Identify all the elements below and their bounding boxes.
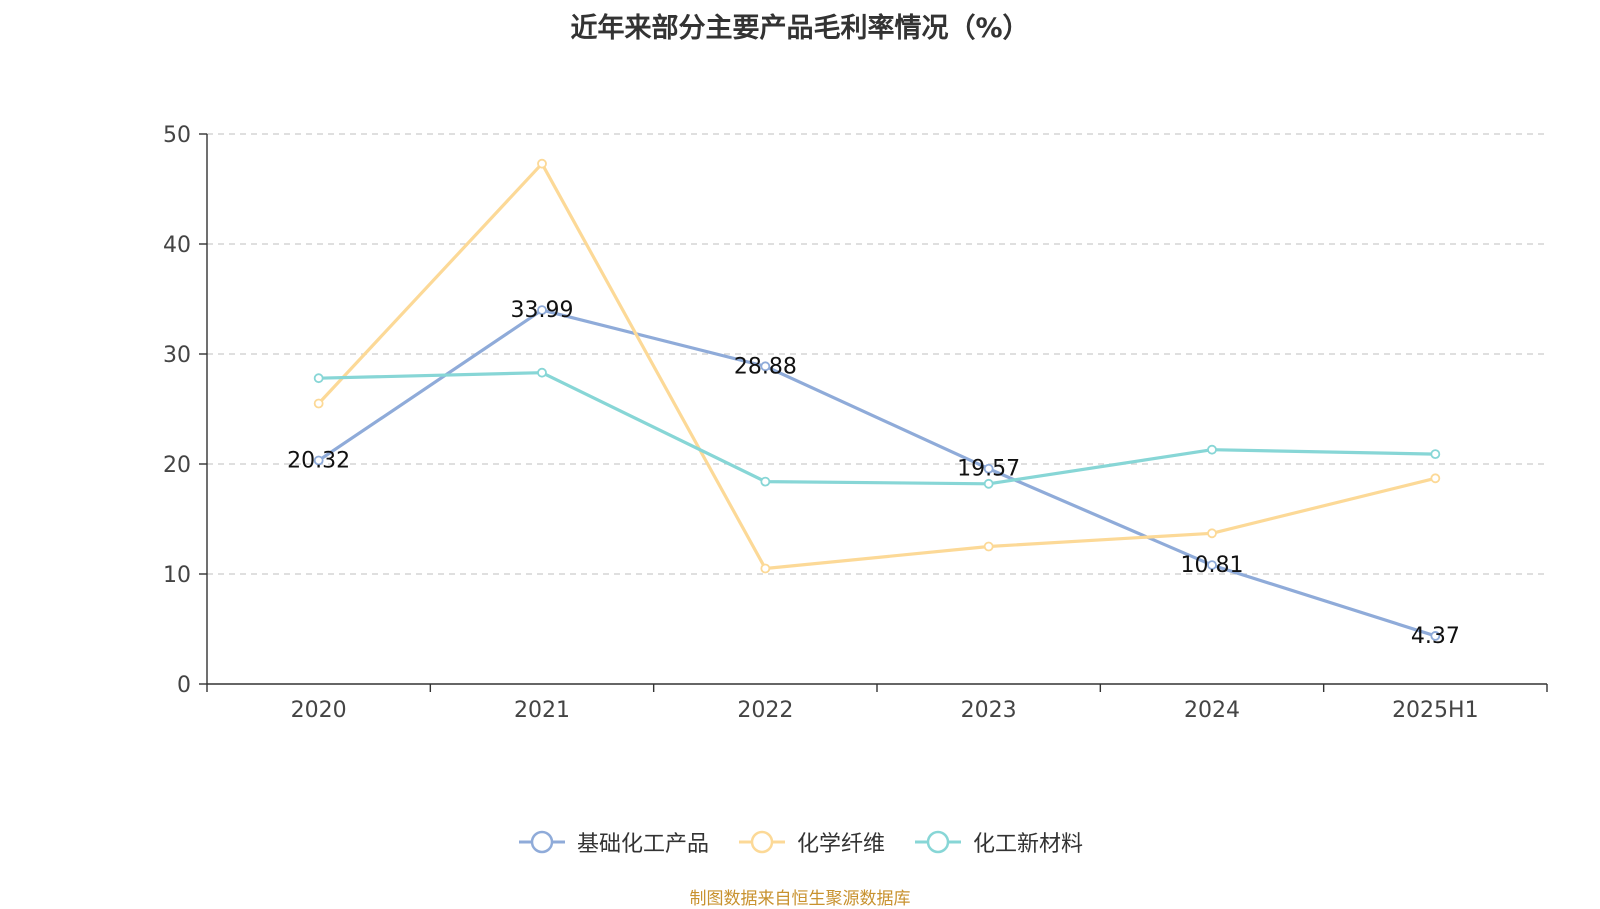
y-tick-label: 50 bbox=[163, 123, 191, 148]
data-point bbox=[537, 305, 547, 316]
legend-label: 化工新材料 bbox=[973, 832, 1084, 857]
legend-label: 化学纤维 bbox=[796, 832, 885, 857]
data-label: 28.88 bbox=[734, 354, 797, 379]
data-point bbox=[983, 541, 994, 552]
x-tick-label: 2023 bbox=[961, 698, 1017, 723]
data-label: 19.57 bbox=[957, 457, 1020, 482]
data-point bbox=[760, 563, 771, 574]
legend-item[interactable]: 化学纤维 bbox=[737, 826, 885, 858]
data-point bbox=[760, 476, 771, 487]
data-label: 33.99 bbox=[511, 298, 574, 323]
data-point bbox=[1207, 528, 1217, 539]
legend-line-circle-icon bbox=[518, 830, 565, 854]
chart-title: 近年来部分主要产品毛利率情况（%） bbox=[570, 13, 1030, 44]
legend-label: 基础化工产品 bbox=[576, 832, 709, 857]
data-point bbox=[313, 455, 324, 466]
data-point bbox=[1207, 560, 1217, 570]
data-point bbox=[1430, 631, 1441, 641]
data-point bbox=[1430, 449, 1441, 460]
data-point bbox=[760, 361, 771, 372]
x-tick-label: 2021 bbox=[514, 698, 570, 723]
x-tick-label: 2025H1 bbox=[1392, 698, 1479, 723]
axes: 0 10 20 30 40 50 2020 2021 2022 2023 2024 2025H1 bbox=[163, 123, 1548, 723]
grid-lines bbox=[207, 133, 1547, 575]
x-tick-label: 2022 bbox=[737, 698, 793, 723]
data-point bbox=[537, 158, 547, 169]
legend-line-circle-icon bbox=[915, 830, 961, 854]
data-point bbox=[537, 367, 547, 378]
legend-item[interactable]: 化工新材料 bbox=[913, 826, 1083, 858]
y-tick-label: 20 bbox=[163, 453, 191, 478]
series-line-2 bbox=[318, 371, 1436, 486]
series-lines bbox=[313, 158, 1441, 641]
data-point bbox=[313, 398, 324, 409]
x-tick-label: 2020 bbox=[291, 698, 347, 723]
data-label: 20.32 bbox=[287, 448, 350, 473]
legend-line-circle-icon bbox=[738, 830, 785, 854]
data-point bbox=[983, 478, 994, 489]
y-tick-label: 10 bbox=[163, 563, 191, 588]
data-label: 4.37 bbox=[1411, 624, 1460, 649]
legend-item[interactable]: 基础化工产品 bbox=[517, 826, 709, 858]
y-tick-label: 30 bbox=[163, 343, 191, 368]
x-tick-label: 2024 bbox=[1184, 698, 1240, 723]
data-point bbox=[313, 373, 324, 384]
series-line-1 bbox=[317, 162, 1436, 571]
y-tick-label: 0 bbox=[177, 673, 191, 698]
legend: 基础化工产品 化学纤维 化工新材料 bbox=[0, 826, 1600, 858]
series-line-0 bbox=[317, 308, 1436, 638]
data-point bbox=[1430, 473, 1441, 484]
data-point bbox=[1207, 444, 1217, 455]
data-label: 10.81 bbox=[1181, 553, 1244, 578]
source-note: 制图数据来自恒生聚源数据库 bbox=[689, 889, 911, 909]
data-labels: 20.32 33.99 28.88 19.57 10.81 4.37 bbox=[287, 298, 1460, 649]
y-tick-label: 40 bbox=[163, 233, 191, 258]
data-point bbox=[983, 463, 994, 474]
